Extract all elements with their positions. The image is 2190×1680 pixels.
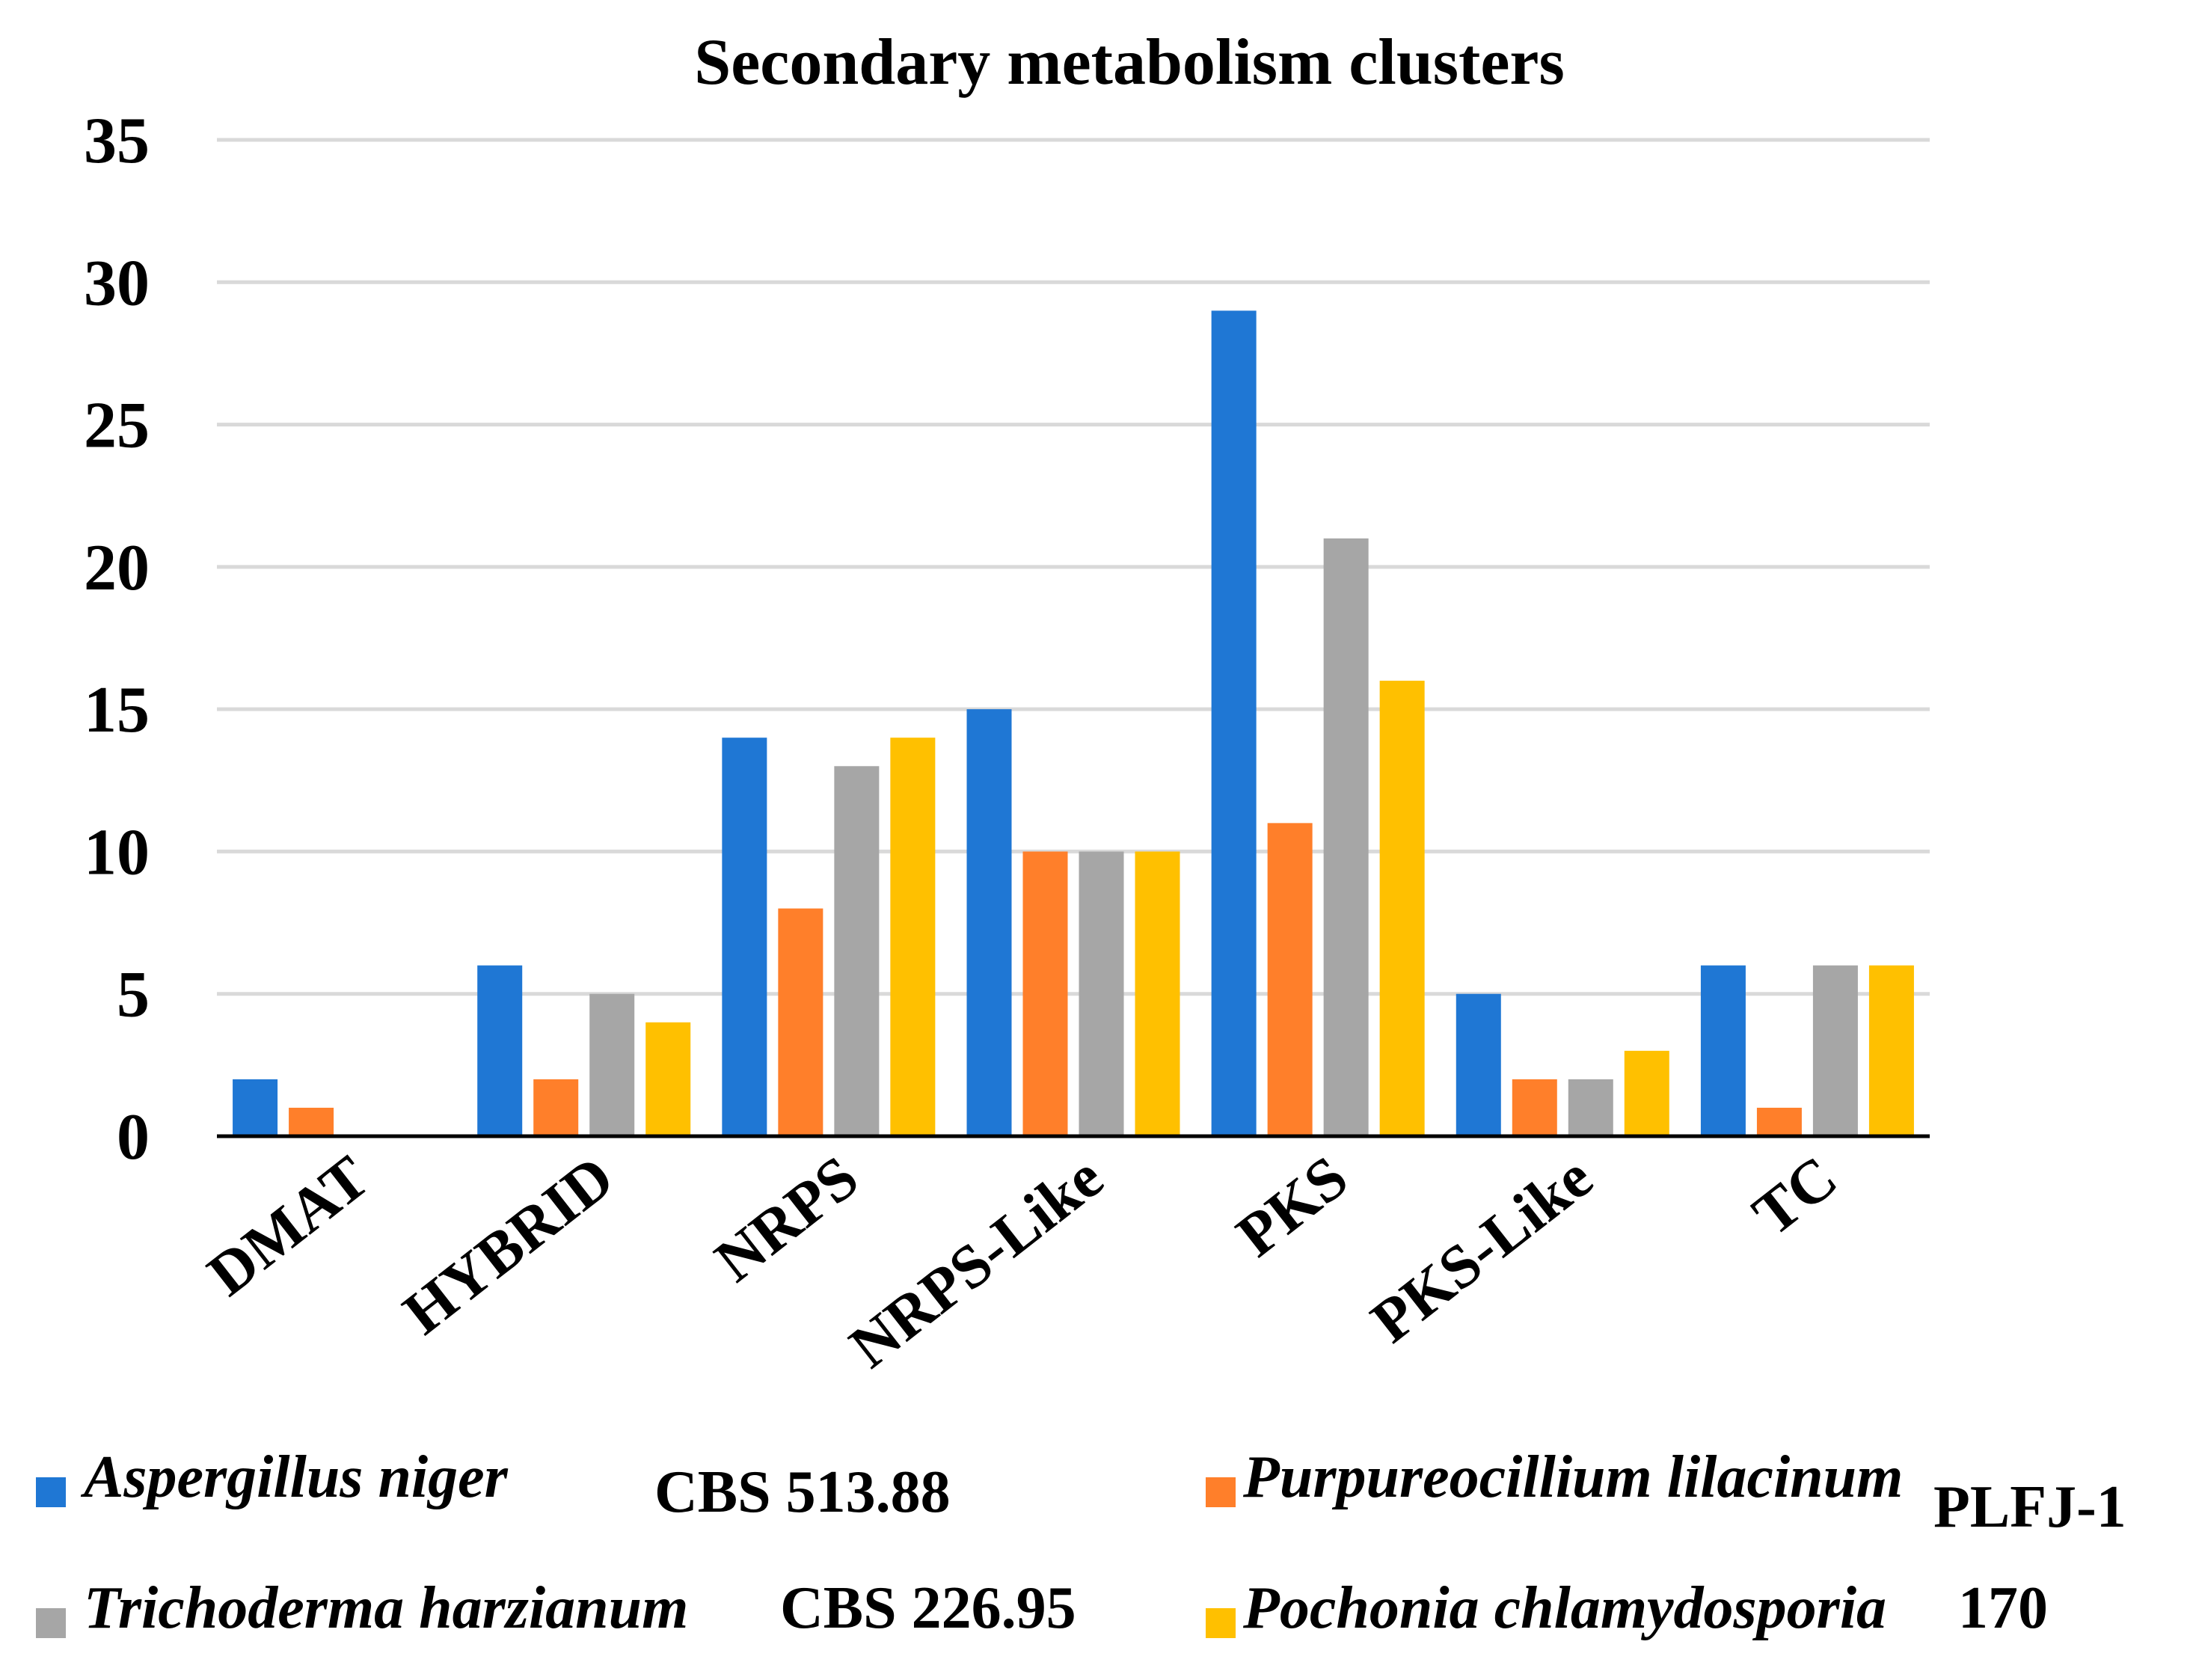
x-tick-label: PKS — [1224, 1142, 1361, 1269]
bar — [1624, 1050, 1669, 1136]
bar — [1568, 1079, 1613, 1136]
bar — [1812, 965, 1858, 1136]
bar — [1700, 965, 1746, 1136]
bar — [233, 1079, 278, 1136]
y-tick-label: 10 — [84, 816, 150, 889]
bar — [1079, 851, 1124, 1136]
bar — [289, 1107, 334, 1136]
y-tick-label: 30 — [84, 247, 150, 319]
bar — [533, 1079, 579, 1136]
x-tick-label: PKS-Like — [1358, 1142, 1604, 1355]
bar — [477, 965, 523, 1136]
y-tick-label: 0 — [117, 1101, 150, 1174]
bar — [890, 738, 936, 1136]
bar — [1456, 993, 1501, 1136]
x-tick-label: NRPS-Like — [837, 1142, 1115, 1381]
x-tick-label: HYBRID — [390, 1142, 626, 1347]
y-tick-label: 15 — [84, 674, 150, 747]
bar — [1211, 310, 1257, 1136]
x-tick-label: DMAT — [195, 1142, 381, 1308]
y-axis-ticks: 0 5 10 15 20 25 30 35 — [84, 105, 150, 1174]
x-tick-label: TC — [1740, 1142, 1850, 1248]
bar — [1022, 851, 1068, 1136]
bar — [1512, 1079, 1557, 1136]
y-tick-label: 35 — [84, 105, 150, 177]
bar — [1868, 965, 1914, 1136]
bars — [233, 310, 1914, 1136]
x-tick-label: NRPS — [702, 1142, 871, 1295]
y-tick-label: 25 — [84, 390, 150, 462]
bar — [966, 709, 1012, 1136]
y-tick-label: 5 — [117, 959, 150, 1031]
y-tick-label: 20 — [84, 532, 150, 604]
bar — [645, 1022, 691, 1136]
bar — [1267, 823, 1313, 1136]
bar — [1756, 1107, 1802, 1136]
bar — [589, 993, 635, 1136]
bar — [834, 766, 880, 1136]
bar — [1379, 681, 1425, 1136]
bar — [722, 738, 767, 1136]
bar — [778, 908, 823, 1136]
bar — [1323, 538, 1369, 1136]
bar — [1135, 851, 1180, 1136]
gridlines — [217, 138, 1930, 996]
chart-title: Secondary metabolism clusters — [694, 26, 1564, 99]
